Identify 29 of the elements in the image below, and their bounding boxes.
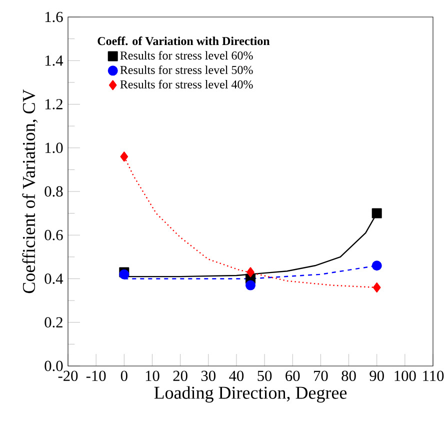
legend-label: Results for stress level 60% xyxy=(120,51,253,60)
x-tick-label: 70 xyxy=(314,370,328,382)
legend-label: Results for stress level 40% xyxy=(120,80,253,89)
x-tick-label: 80 xyxy=(342,370,356,382)
y-axis-title: Coefficient of Variation, CV xyxy=(22,89,38,294)
x-tick-label: 60 xyxy=(286,370,300,382)
x-tick-label: 30 xyxy=(201,370,216,382)
legend-title: Coeff. of Variation with Direction xyxy=(98,36,270,46)
x-tick-label: 40 xyxy=(229,370,244,382)
x-tick-label: 90 xyxy=(370,370,384,382)
y-tick-label: 1.0 xyxy=(45,142,63,154)
x-tick-label: 0 xyxy=(120,370,128,382)
legend-label: Results for stress level 50% xyxy=(120,65,253,74)
x-tick-label: 100 xyxy=(394,370,416,382)
x-tick-label: 50 xyxy=(258,370,272,382)
x-tick-label: 10 xyxy=(146,370,160,382)
x-tick-label: -20 xyxy=(58,370,78,382)
y-tick-label: 1.6 xyxy=(45,12,63,22)
y-tick-label: 0.0 xyxy=(44,360,63,372)
x-axis-title: Loading Direction, Degree xyxy=(154,386,347,403)
y-tick-label: 0.4 xyxy=(44,274,64,284)
x-tick-label: 20 xyxy=(173,370,188,382)
x-tick-label: 110 xyxy=(423,370,444,382)
y-tick-label: 0.8 xyxy=(44,186,63,197)
x-tick-label: -10 xyxy=(86,370,106,382)
y-tick-label: 0.6 xyxy=(44,230,63,240)
y-tick-label: 0.2 xyxy=(44,317,62,328)
y-tick-label: 1.4 xyxy=(45,55,64,66)
y-tick-label: 1.2 xyxy=(45,99,62,110)
